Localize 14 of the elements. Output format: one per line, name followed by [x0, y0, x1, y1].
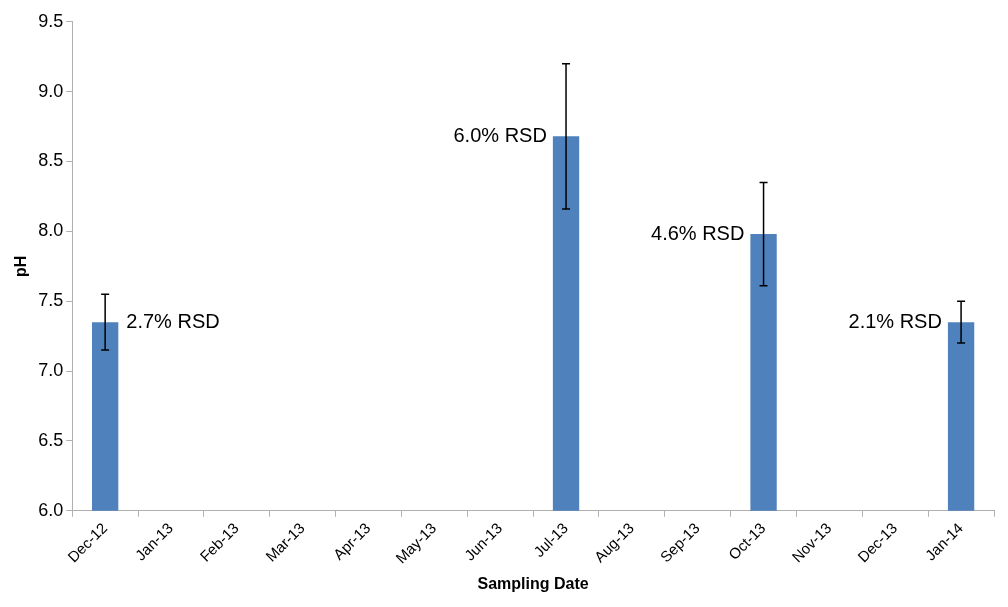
y-tick-label: 7.5 [38, 290, 64, 311]
annotation: 4.6% RSD [651, 221, 745, 244]
y-tick-label: 8.5 [38, 150, 64, 171]
x-axis-title: Sampling Date [477, 574, 589, 592]
y-tick-label: 9.0 [38, 80, 64, 101]
y-tick-label: 6.0 [38, 499, 64, 520]
annotation: 6.0% RSD [453, 123, 547, 146]
y-tick-label: 7.0 [38, 359, 64, 380]
annotation: 2.1% RSD [848, 309, 942, 332]
y-tick-label: 6.5 [38, 429, 64, 450]
y-tick-label: 8.0 [38, 220, 64, 241]
annotation: 2.7% RSD [126, 309, 220, 332]
y-tick-label: 9.5 [38, 10, 64, 31]
y-axis-title: pH [12, 255, 30, 277]
